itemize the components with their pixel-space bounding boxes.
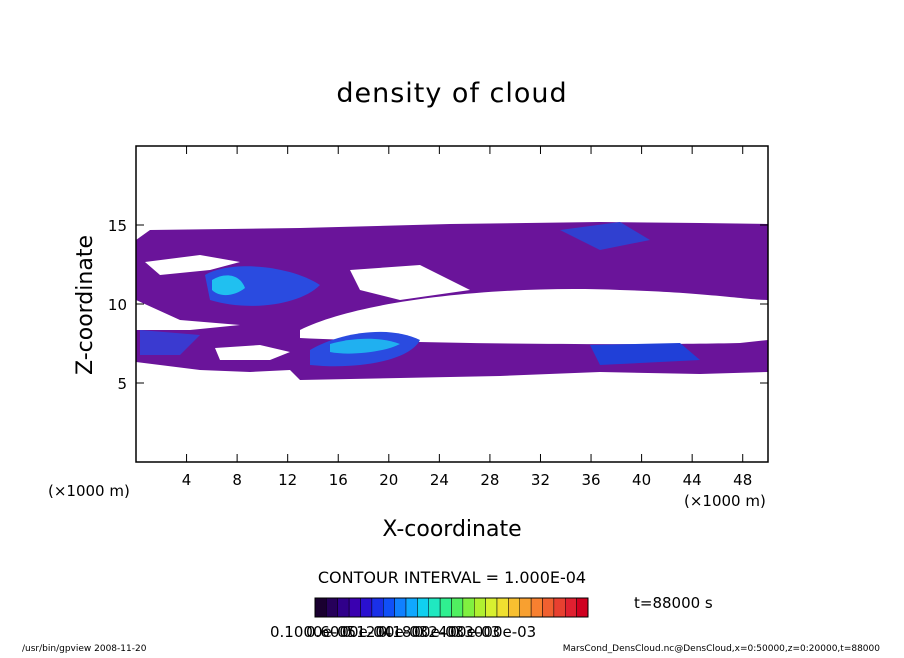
- colorbar-swatch: [462, 597, 475, 618]
- time-label: t=88000 s: [634, 594, 713, 612]
- colorbar-label: 0.6000e-04: [306, 623, 392, 641]
- colorbar-label: 0.2400e-03: [414, 623, 500, 641]
- colorbar-swatch: [326, 597, 338, 618]
- colorbar-swatch: [553, 597, 566, 618]
- colorbar-swatch: [348, 597, 361, 618]
- x-tick-label: 12: [278, 471, 297, 489]
- colorbar-swatch: [576, 597, 589, 618]
- colorbar-swatch: [485, 597, 498, 618]
- colorbar-label: 0.1200e-03: [342, 623, 428, 641]
- colorbar-label: 0.1000e-05: [270, 623, 356, 641]
- colorbar-swatch: [337, 597, 350, 618]
- colorbar-swatch: [439, 597, 452, 618]
- x-tick-label: 20: [379, 471, 398, 489]
- colorbar-swatch: [371, 597, 384, 618]
- colorbar-swatch: [542, 597, 555, 618]
- y-tick-label: 5: [117, 375, 127, 393]
- contour-interval: CONTOUR INTERVAL = 1.000E-04: [318, 568, 586, 587]
- x-tick-label: 24: [430, 471, 449, 489]
- y-tick-label: 10: [108, 296, 127, 314]
- x-tick-label: 16: [329, 471, 348, 489]
- colorbar-swatch: [565, 597, 577, 618]
- colorbar-label: 0.3000e-03: [450, 623, 536, 641]
- cloud-field: [136, 222, 768, 380]
- x-tick-label: 28: [480, 471, 499, 489]
- colorbar-swatch: [451, 597, 464, 618]
- colorbar-swatch: [508, 597, 520, 618]
- x-tick-label: 36: [581, 471, 600, 489]
- colorbar-swatch: [314, 597, 327, 618]
- x-tick-label: 40: [632, 471, 651, 489]
- x-axis-label: X-coordinate: [382, 517, 521, 542]
- colorbar-swatch: [417, 597, 429, 618]
- x-unit: (×1000 m): [684, 492, 766, 510]
- colorbar-swatch: [360, 597, 373, 618]
- x-tick-label: 48: [733, 471, 752, 489]
- x-tick-label: 32: [531, 471, 550, 489]
- colorbar-swatch: [474, 597, 486, 618]
- y-axis-label: Z-coordinate: [73, 235, 98, 375]
- y-tick-label: 15: [108, 217, 127, 235]
- colorbar-swatch: [519, 597, 532, 618]
- colorbar-frame: [314, 597, 589, 618]
- colorbar-swatch: [530, 597, 543, 618]
- x-tick-label: 4: [182, 471, 192, 489]
- colorbar-swatch: [405, 597, 418, 618]
- y-unit: (×1000 m): [48, 482, 130, 500]
- colorbar-swatch: [394, 597, 407, 618]
- x-tick-label: 8: [232, 471, 242, 489]
- x-tick-label: 44: [683, 471, 702, 489]
- colorbar-swatch: [428, 597, 441, 618]
- colorbar-swatch: [383, 597, 395, 618]
- colorbar-swatch: [496, 597, 509, 618]
- footer-left: /usr/bin/gpview 2008-11-20: [22, 644, 147, 654]
- footer-right: MarsCond_DensCloud.nc@DensCloud,x=0:5000…: [563, 644, 880, 654]
- colorbar-label: 0.1800e-03: [378, 623, 464, 641]
- chart-title: density of cloud: [336, 78, 567, 109]
